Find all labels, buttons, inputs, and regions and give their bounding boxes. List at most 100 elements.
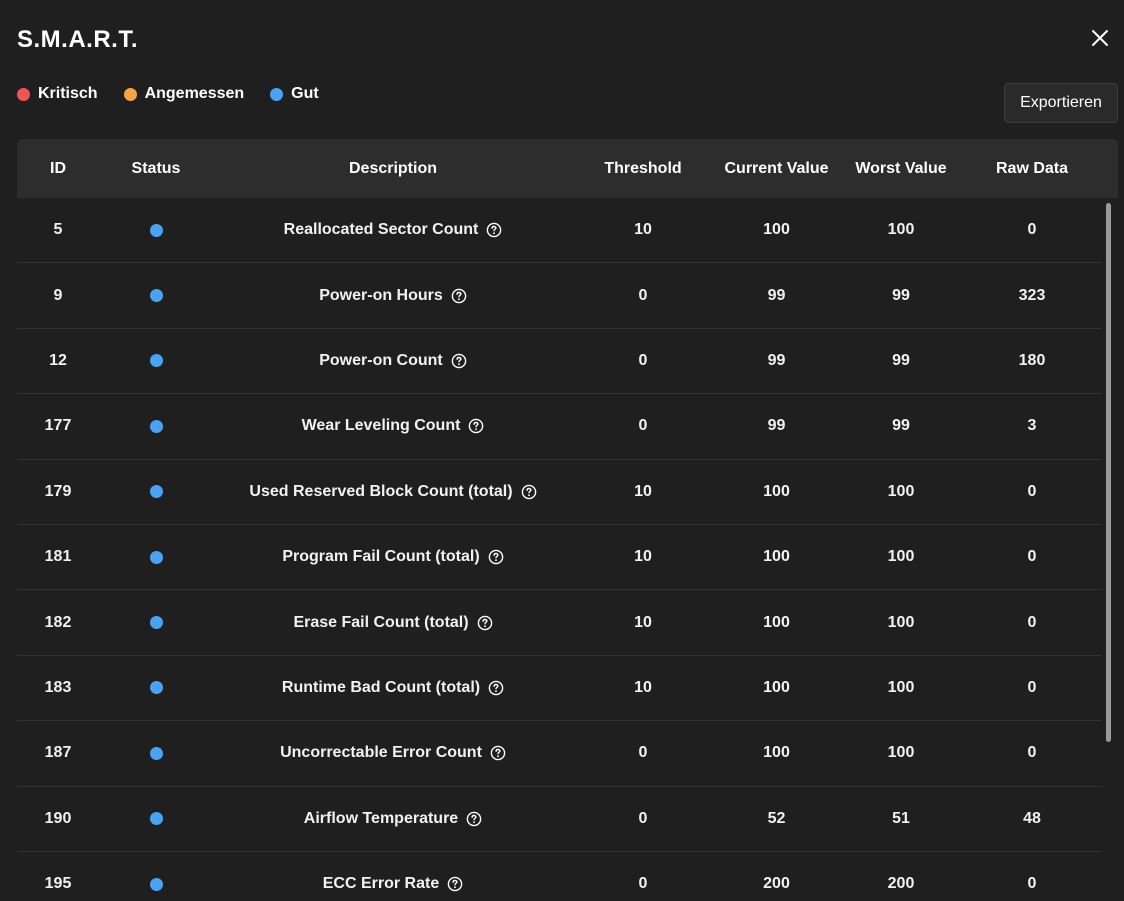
cell-status — [99, 812, 213, 826]
cell-status — [99, 354, 213, 368]
cell-threshold: 0 — [638, 351, 648, 369]
help-circle-icon[interactable] — [488, 549, 504, 565]
cell-raw-data: 48 — [1023, 809, 1041, 827]
cell-worst-value: 200 — [887, 875, 915, 893]
status-dot — [149, 223, 163, 237]
cell-raw-data: 0 — [1027, 221, 1037, 239]
cell-status — [99, 419, 213, 433]
description-label: Runtime Bad Count (total) — [281, 678, 481, 696]
cell-current-value: 100 — [763, 548, 790, 566]
cell-description: Airflow Temperature — [213, 810, 573, 828]
help-circle-icon[interactable] — [468, 418, 484, 434]
description-label: Power-on Hours — [319, 286, 443, 304]
table-row: 190 Airflow Temperature 0 52 51 48 — [17, 787, 1102, 852]
cell-current-value: 100 — [763, 744, 790, 762]
help-circle-icon[interactable] — [451, 353, 467, 369]
legend-item-angemessen: Angemessen — [123, 85, 245, 103]
description-label: Power-on Count — [319, 351, 443, 369]
cell-id: 9 — [53, 286, 63, 304]
legend-label: Kritisch — [38, 85, 98, 102]
status-dot — [149, 877, 163, 891]
cell-threshold: 10 — [634, 482, 652, 500]
cell-current-value: 100 — [763, 613, 790, 631]
cell-id: 12 — [49, 351, 67, 369]
status-dot — [149, 289, 163, 303]
cell-raw-data: 0 — [1027, 744, 1037, 762]
table-row: 179 Used Reserved Block Count (total) 10 10… — [17, 460, 1102, 525]
cell-id: 177 — [44, 417, 72, 435]
cell-description: Erase Fail Count (total) — [213, 614, 573, 632]
status-dot — [149, 812, 163, 826]
cell-threshold: 10 — [634, 221, 652, 239]
help-circle-icon[interactable] — [486, 222, 502, 238]
cell-id: 195 — [44, 875, 72, 893]
description-label: ECC Error Rate — [322, 875, 440, 893]
table-row: 181 Program Fail Count (total) 10 100 100 0 — [17, 525, 1102, 591]
table-row: 187 Uncorrectable Error Count 0 100 100 0 — [17, 721, 1102, 787]
header-current-value: Current Value — [724, 159, 829, 177]
cell-status — [99, 616, 213, 630]
legend-dot-angemessen — [123, 87, 137, 101]
cell-raw-data: 323 — [1018, 286, 1046, 304]
table-header: ID Status Description Threshold Current … — [17, 139, 1118, 198]
cell-worst-value: 99 — [892, 351, 910, 369]
legend-dot-gut — [270, 87, 284, 101]
cell-raw-data: 3 — [1027, 417, 1037, 435]
scrollbar-thumb[interactable] — [1106, 203, 1111, 742]
header-status: Status — [131, 159, 181, 177]
description-label: Program Fail Count (total) — [282, 548, 480, 566]
cell-worst-value: 51 — [892, 809, 910, 827]
cell-threshold: 0 — [638, 744, 648, 762]
cell-current-value: 99 — [767, 417, 786, 435]
status-dot — [149, 681, 163, 695]
cell-threshold: 10 — [634, 548, 652, 566]
cell-worst-value: 100 — [887, 548, 915, 566]
description-label: Wear Leveling Count — [301, 417, 461, 435]
help-circle-icon[interactable] — [521, 484, 537, 500]
cell-raw-data: 0 — [1027, 613, 1037, 631]
cell-id: 190 — [44, 809, 72, 827]
description-label: Erase Fail Count (total) — [293, 613, 469, 631]
help-circle-icon[interactable] — [466, 811, 482, 827]
help-circle-icon[interactable] — [451, 288, 467, 304]
cell-worst-value: 99 — [892, 286, 910, 304]
cell-current-value: 52 — [767, 809, 786, 827]
cell-status — [99, 289, 213, 303]
cell-worst-value: 100 — [887, 613, 915, 631]
header-raw-data: Raw Data — [995, 159, 1069, 177]
cell-status — [99, 485, 213, 499]
status-dot — [149, 419, 163, 433]
cell-current-value: 100 — [763, 482, 790, 500]
cell-id: 182 — [44, 613, 72, 631]
smart-table: ID Status Description Threshold Current … — [17, 139, 1118, 901]
cell-worst-value: 100 — [887, 678, 915, 696]
help-circle-icon[interactable] — [447, 876, 463, 892]
cell-raw-data: 0 — [1027, 678, 1037, 696]
cell-threshold: 10 — [634, 678, 652, 696]
cell-threshold: 0 — [638, 417, 648, 435]
cell-raw-data: 0 — [1027, 548, 1037, 566]
cell-status — [99, 877, 213, 891]
help-circle-icon[interactable] — [477, 615, 493, 631]
description-label: Used Reserved Block Count (total) — [249, 482, 513, 500]
cell-status — [99, 681, 213, 695]
close-icon[interactable] — [1089, 27, 1111, 49]
table-row: 12 Power-on Count 0 99 99 180 — [17, 329, 1102, 395]
export-button[interactable]: Exportieren — [1004, 83, 1118, 123]
cell-id: 183 — [44, 678, 72, 696]
legend-item-gut: Gut — [270, 85, 319, 103]
cell-current-value: 99 — [767, 286, 786, 304]
legend-label: Angemessen — [144, 85, 245, 102]
status-dot — [149, 746, 163, 760]
table-body[interactable]: 5 Reallocated Sector Count 10 100 100 0 9 Power… — [17, 198, 1118, 901]
cell-raw-data: 0 — [1027, 875, 1037, 893]
help-circle-icon[interactable] — [490, 745, 506, 761]
cell-description: ECC Error Rate — [213, 875, 573, 893]
cell-threshold: 0 — [638, 809, 648, 827]
cell-raw-data: 0 — [1027, 482, 1037, 500]
cell-worst-value: 99 — [892, 417, 910, 435]
help-circle-icon[interactable] — [488, 680, 504, 696]
legend-dot-kritisch — [17, 87, 30, 101]
cell-description: Power-on Hours — [213, 287, 573, 305]
cell-threshold: 0 — [638, 286, 648, 304]
